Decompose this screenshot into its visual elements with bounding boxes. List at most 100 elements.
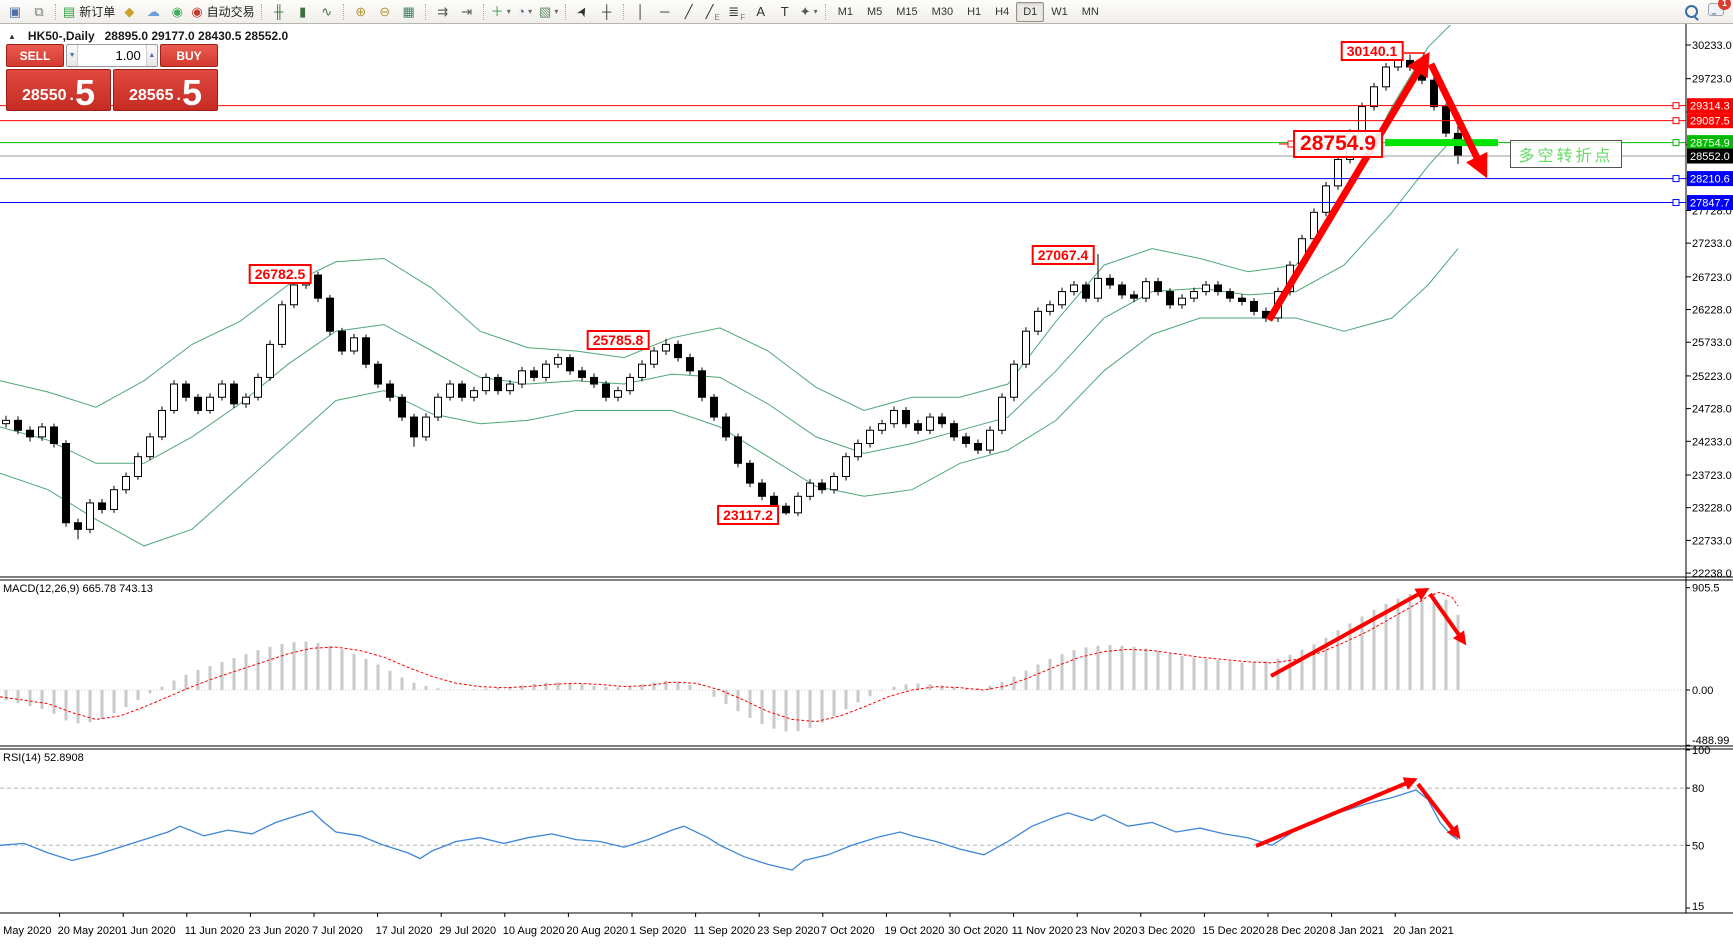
svg-text:29314.3: 29314.3 [1690,101,1730,113]
svg-text:22733.0: 22733.0 [1692,535,1732,547]
buy-price-display[interactable]: 28565. 5 [113,69,218,111]
equidistant-channel-icon[interactable]: ╱ E [705,4,720,22]
svg-text:11 Nov 2020: 11 Nov 2020 [1012,925,1074,937]
periods-button[interactable]: ◔ ▾ [517,4,533,19]
tile-windows-icon[interactable]: ▦ [402,4,415,19]
new-chart-icon[interactable]: ▣ [8,4,22,19]
svg-text:8 Jan 2021: 8 Jan 2021 [1330,925,1384,937]
timeframe-m30-button[interactable]: M30 [931,5,954,18]
svg-text:15 Dec 2020: 15 Dec 2020 [1202,925,1264,937]
price-badge-29087.5 [1687,113,1733,129]
svg-text:80: 80 [1692,783,1704,795]
label-icon[interactable]: T [780,4,789,19]
price-badge-28754.9 [1687,135,1733,151]
svg-text:23 Jun 2020: 23 Jun 2020 [248,925,309,937]
fibonacci-icon[interactable]: ≣ F [728,4,746,22]
bullish-trend-arrow [1265,51,1430,322]
rsi-line [0,789,1459,871]
zoom-out-icon[interactable]: ⊖ [379,4,391,19]
svg-text:26723.0: 26723.0 [1692,272,1732,284]
svg-text:19 Oct 2020: 19 Oct 2020 [884,925,944,937]
macd-indicator-label: MACD(12,26,9) 665.78 743.13 [3,583,153,595]
volume-stepper: ▼ ▲ [66,44,158,67]
svg-text:24728.0: 24728.0 [1692,404,1732,416]
autotrading-button[interactable]: ◉ 自动交易 [191,4,255,19]
ohlc-readout: 28895.0 29177.0 28430.5 28552.0 [104,29,289,43]
line-handle [1672,199,1680,207]
svg-text:15: 15 [1692,901,1704,913]
svg-text:6 May 2020: 6 May 2020 [0,925,51,937]
timeframe-m1-button[interactable]: M1 [837,5,853,18]
timeframe-m5-button[interactable]: M5 [866,5,883,18]
rsi-down-arrow [1416,782,1461,840]
volume-decrease-icon[interactable]: ▼ [67,45,79,66]
price-annotation-25785[interactable]: 25785.8 [586,330,650,350]
price-annotation-27067[interactable]: 27067.4 [1031,245,1095,265]
search-icon[interactable] [1685,5,1698,18]
timeframe-w1-button[interactable]: W1 [1051,5,1068,18]
price-badge-28210.6 [1687,171,1733,187]
svg-text:26228.0: 26228.0 [1692,305,1732,317]
price-annotation-30140[interactable]: 30140.1 [1340,41,1404,61]
candlestick-chart-icon[interactable]: ▮ [299,4,307,19]
buy-price-frac: 5 [181,72,202,114]
macd-panel [0,588,1686,732]
bull-bear-turning-point-note[interactable]: 多空转折点 [1510,140,1622,168]
chart-title: ▲ HK50-,Daily 28895.0 29177.0 28430.5 28… [8,29,288,43]
auto-scroll-icon[interactable]: ⇉ [437,4,449,19]
signals-icon[interactable]: ◉ [171,4,183,19]
svg-text:24233.0: 24233.0 [1692,436,1732,448]
one-click-collapse-icon[interactable]: ▲ [8,31,16,41]
line-chart-icon[interactable]: ∿ [321,4,333,19]
svg-text:1 Sep 2020: 1 Sep 2020 [630,925,686,937]
bar-chart-icon[interactable]: ╫ [274,4,284,19]
toolbar-separator [824,3,827,20]
turning-level-label[interactable]: 28754.9 [1293,130,1383,158]
volume-input[interactable] [78,45,146,66]
svg-text:7 Oct 2020: 7 Oct 2020 [821,925,875,937]
crosshair-icon[interactable]: ┼ [602,4,612,19]
profiles-icon[interactable]: ⧉ [34,4,44,19]
timeframe-h1-button[interactable]: H1 [967,5,982,18]
svg-text:29087.5: 29087.5 [1690,116,1730,128]
new-order-button[interactable]: ▤ 新订单 [63,4,116,19]
bollinger-upper-band [0,25,1452,412]
timeframe-m15-button[interactable]: M15 [896,5,918,18]
trendline-icon[interactable]: ╱ [684,4,693,19]
svg-text:11 Sep 2020: 11 Sep 2020 [694,925,756,937]
bollinger-lower-band [0,248,1459,547]
svg-text:30233.0: 30233.0 [1692,40,1732,52]
toolbar-separator [342,3,345,20]
indicators-button[interactable]: ＋ ▾ [490,4,511,19]
virtual-hosting-icon[interactable]: ☁ [146,4,160,19]
depth-of-market-icon[interactable]: ◆ [124,4,135,19]
horizontal-line-icon[interactable]: ─ [660,4,670,19]
text-icon[interactable]: A [756,4,766,19]
templates-button[interactable]: ▧ ▾ [539,4,559,19]
timeframe-d1-button[interactable]: D1 [1016,1,1045,22]
sell-price-display[interactable]: 28550. 5 [6,69,111,111]
volume-increase-icon[interactable]: ▲ [145,45,157,66]
zoom-in-icon[interactable]: ⊕ [355,4,367,19]
macd-signal-line [0,591,1459,723]
chart-shift-icon[interactable]: ⇥ [461,4,473,19]
svg-text:23 Sep 2020: 23 Sep 2020 [757,925,819,937]
toolbar-separator [55,3,57,20]
shapes-button[interactable]: ✦ ▾ [799,4,818,19]
price-annotation-26782[interactable]: 26782.5 [248,264,312,284]
svg-text:25223.0: 25223.0 [1692,371,1732,383]
timeframe-mn-button[interactable]: MN [1081,5,1099,18]
sell-price-int: 28550 [22,87,67,104]
svg-text:28 Dec 2020: 28 Dec 2020 [1266,925,1328,937]
timeframe-h4-button[interactable]: H4 [995,5,1010,18]
svg-text:-488.99: -488.99 [1692,735,1729,747]
svg-text:1 Jun 2020: 1 Jun 2020 [121,925,175,937]
notifications-icon[interactable]: 1 [1708,0,1731,21]
buy-button[interactable]: BUY [160,44,218,67]
sell-button[interactable]: SELL [6,44,64,67]
price-annotation-23117[interactable]: 23117.2 [717,505,779,525]
price-badge-29314.3 [1687,98,1733,114]
vertical-line-icon[interactable]: │ [636,4,645,19]
